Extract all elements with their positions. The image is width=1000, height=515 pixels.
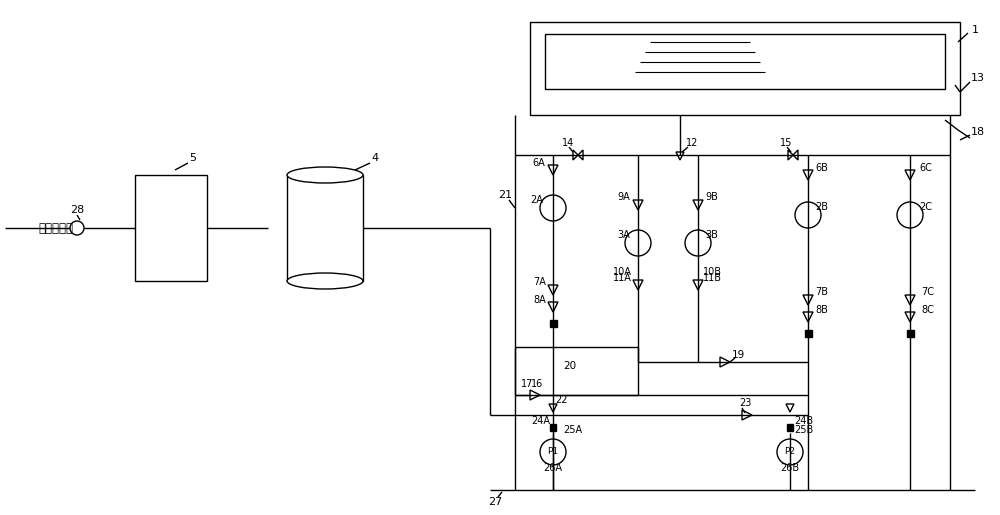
Text: 6A: 6A <box>533 158 545 168</box>
Text: 3B: 3B <box>706 230 718 240</box>
Text: 18: 18 <box>971 127 985 137</box>
Polygon shape <box>548 165 558 175</box>
Text: 6B: 6B <box>816 163 828 173</box>
Text: 4: 4 <box>371 153 379 163</box>
Text: 9B: 9B <box>706 192 718 202</box>
Circle shape <box>625 230 651 256</box>
Text: P1: P1 <box>547 448 559 456</box>
Text: 7A: 7A <box>534 277 546 287</box>
Polygon shape <box>693 280 703 290</box>
Text: P2: P2 <box>784 448 796 456</box>
Bar <box>906 330 914 336</box>
Text: 7B: 7B <box>816 287 828 297</box>
Text: 5: 5 <box>190 153 196 163</box>
Polygon shape <box>720 357 730 367</box>
Circle shape <box>795 202 821 228</box>
Polygon shape <box>803 312 813 322</box>
Text: 19: 19 <box>731 350 745 360</box>
Text: 2B: 2B <box>816 202 828 212</box>
Text: 16: 16 <box>531 379 543 389</box>
Text: 28: 28 <box>70 205 84 215</box>
Bar <box>287 175 363 281</box>
Text: 9A: 9A <box>618 192 630 202</box>
Text: 3A: 3A <box>618 230 630 240</box>
Polygon shape <box>803 295 813 305</box>
Polygon shape <box>803 170 813 180</box>
Bar <box>804 330 812 336</box>
Ellipse shape <box>287 273 363 289</box>
Polygon shape <box>742 410 752 420</box>
Text: 24B: 24B <box>794 416 814 426</box>
Bar <box>545 34 945 89</box>
Polygon shape <box>633 200 643 210</box>
Bar <box>550 319 556 327</box>
Circle shape <box>70 221 84 235</box>
Circle shape <box>540 195 566 221</box>
Text: 10B: 10B <box>702 267 722 277</box>
Text: 21: 21 <box>498 190 512 200</box>
Circle shape <box>777 439 803 465</box>
Bar <box>135 175 207 281</box>
Polygon shape <box>786 404 794 412</box>
Text: 10A: 10A <box>613 267 631 277</box>
Polygon shape <box>633 280 643 290</box>
Bar <box>515 347 638 395</box>
Text: 2C: 2C <box>920 202 932 212</box>
Text: 23: 23 <box>739 398 751 408</box>
Polygon shape <box>530 390 540 400</box>
Text: 15: 15 <box>780 138 792 148</box>
Circle shape <box>685 230 711 256</box>
Text: 22: 22 <box>555 395 567 405</box>
Polygon shape <box>573 150 583 160</box>
Text: 27: 27 <box>488 497 502 507</box>
Bar <box>530 22 960 115</box>
Text: 11B: 11B <box>702 273 722 283</box>
Text: 12: 12 <box>686 138 698 148</box>
Text: 11A: 11A <box>613 273 631 283</box>
Polygon shape <box>788 150 798 160</box>
Text: 8A: 8A <box>534 295 546 305</box>
Bar <box>550 423 556 431</box>
Text: 7C: 7C <box>922 287 934 297</box>
Text: 8B: 8B <box>816 305 828 315</box>
Text: 25A: 25A <box>563 425 583 435</box>
Text: 17: 17 <box>521 379 533 389</box>
Polygon shape <box>693 200 703 210</box>
Polygon shape <box>548 302 558 312</box>
Text: 2A: 2A <box>531 195 543 205</box>
Circle shape <box>540 439 566 465</box>
Ellipse shape <box>287 167 363 183</box>
Text: 14: 14 <box>562 138 574 148</box>
Bar <box>787 423 793 431</box>
Text: 8C: 8C <box>922 305 934 315</box>
Text: 20: 20 <box>563 361 577 371</box>
Polygon shape <box>905 170 915 180</box>
Text: 13: 13 <box>971 73 985 83</box>
Text: 24A: 24A <box>532 416 550 426</box>
Circle shape <box>897 202 923 228</box>
Text: 6C: 6C <box>920 163 932 173</box>
Text: 26A: 26A <box>544 463 562 473</box>
Polygon shape <box>549 404 557 412</box>
Text: 25B: 25B <box>794 425 814 435</box>
Text: 1: 1 <box>972 25 978 35</box>
Text: 26B: 26B <box>780 463 800 473</box>
Polygon shape <box>548 285 558 295</box>
Polygon shape <box>905 312 915 322</box>
Polygon shape <box>905 295 915 305</box>
Polygon shape <box>676 152 684 160</box>
Text: 热网补水点: 热网补水点 <box>38 221 73 234</box>
